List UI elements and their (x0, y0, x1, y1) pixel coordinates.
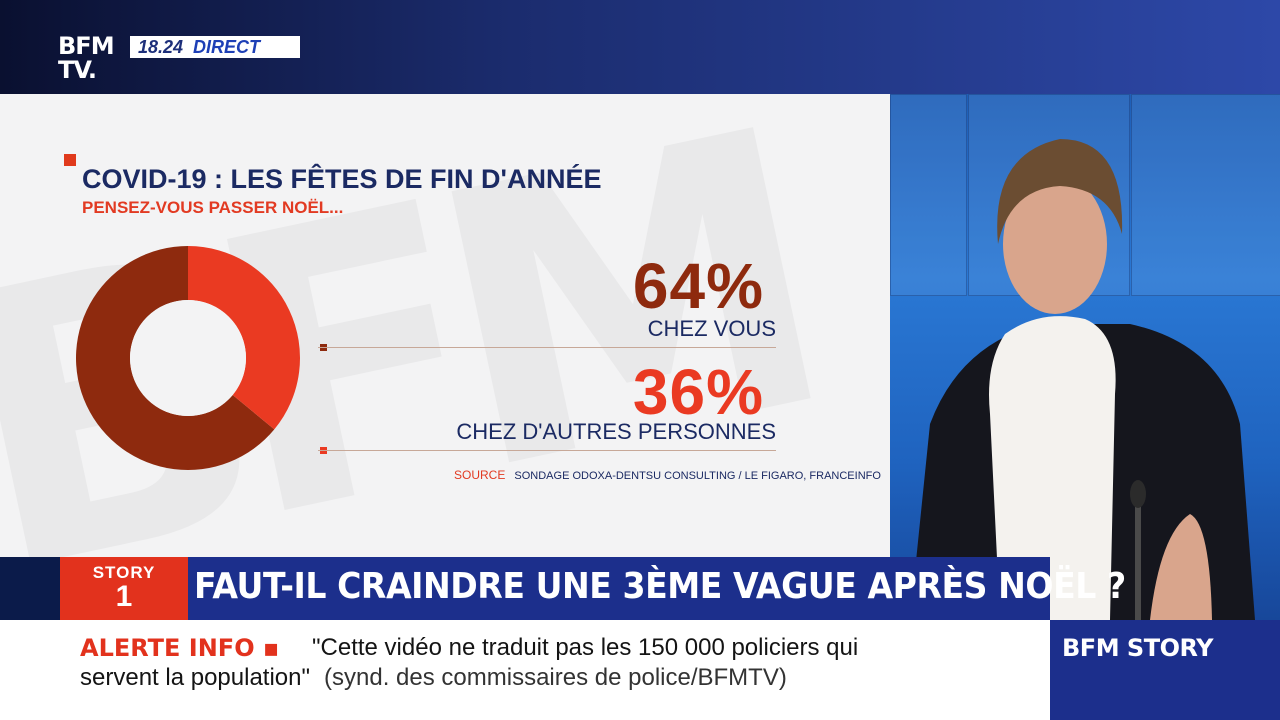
show-name: BFM STORY (1062, 634, 1214, 662)
slice-label-1: CHEZ VOUS (647, 316, 776, 341)
show-name-box: BFM STORY (1050, 620, 1280, 720)
story-number: 1 (115, 580, 133, 613)
live-clock: 18.24 DIRECT (130, 36, 300, 58)
news-ticker: ALERTE INFO ▪ "Cette vidéo ne traduit pa… (0, 620, 1050, 720)
divider-1 (318, 347, 776, 348)
top-banner: BFM TV. 18.24 DIRECT (0, 0, 1280, 94)
ticker-quote-end: servent la population" (80, 664, 311, 691)
story-tag-label: STORY (92, 563, 156, 582)
slice-value-1: 64% (632, 250, 764, 322)
donut-hole (130, 300, 246, 416)
ticker-attribution: (synd. des commissaires de police/BFMTV) (324, 664, 787, 691)
story-tag: STORY 1 (60, 557, 188, 620)
chart-title: COVID-19 : LES FÊTES DE FIN D'ANNÉE (82, 164, 602, 194)
presenter-figure (910, 139, 1255, 620)
story-headline: FAUT-IL CRAINDRE UNE 3ÈME VAGUE APRÈS NO… (194, 566, 1126, 607)
donut-slice-2 (188, 246, 300, 430)
title-marker (64, 154, 76, 166)
slice-label-2: CHEZ D'AUTRES PERSONNES (456, 419, 776, 444)
clock-time: 18.24 (138, 36, 184, 57)
donut-slice-1 (76, 246, 275, 470)
channel-logo: BFM TV. (58, 32, 115, 84)
logo-line2: TV. (58, 56, 97, 84)
alert-label: ALERTE INFO ▪ (80, 634, 280, 662)
studio-window (890, 94, 967, 296)
source-label: SOURCE (454, 468, 506, 482)
story-banner: STORY 1 FAUT-IL CRAINDRE UNE 3ÈME VAGUE … (60, 557, 1126, 620)
studio-window (1131, 94, 1280, 296)
divider-2 (318, 450, 776, 451)
donut-chart (76, 246, 300, 470)
ticker-line-1: "Cette vidéo ne traduit pas les 150 000 … (312, 634, 859, 661)
live-indicator: DIRECT (193, 36, 261, 57)
presenter-video (890, 94, 1280, 620)
ticker-line-2: servent la population" (synd. des commiss… (80, 664, 787, 692)
source-text: SONDAGE ODOXA-DENTSU CONSULTING / LE FIG… (514, 470, 881, 482)
source-note: SOURCE SONDAGE ODOXA-DENTSU CONSULTING /… (454, 468, 881, 482)
chart-subtitle: PENSEZ-VOUS PASSER NOËL... (82, 198, 344, 217)
infographic-panel: BFM COVID-19 : LES FÊTES DE FIN D'ANNÉE … (0, 94, 890, 557)
slice-value-2: 36% (632, 356, 764, 428)
logo-line1: BFM (58, 32, 115, 60)
